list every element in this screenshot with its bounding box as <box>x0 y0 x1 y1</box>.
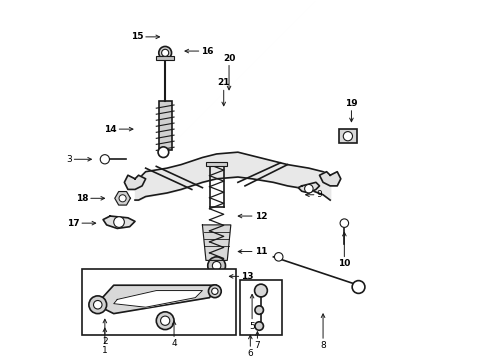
Text: 9: 9 <box>306 190 322 199</box>
Polygon shape <box>114 291 202 307</box>
Text: 11: 11 <box>238 247 267 256</box>
FancyBboxPatch shape <box>339 129 357 143</box>
Bar <box>82 269 236 335</box>
Circle shape <box>208 257 225 275</box>
Polygon shape <box>298 182 319 193</box>
Text: 6: 6 <box>247 335 253 358</box>
Circle shape <box>305 184 313 193</box>
Circle shape <box>94 301 102 309</box>
Circle shape <box>114 217 124 228</box>
Circle shape <box>212 288 218 294</box>
Circle shape <box>255 322 264 330</box>
Polygon shape <box>124 175 146 189</box>
Text: 21: 21 <box>218 78 230 106</box>
Circle shape <box>212 261 221 270</box>
Polygon shape <box>319 172 341 186</box>
Circle shape <box>159 46 171 59</box>
Text: 17: 17 <box>67 219 96 228</box>
Polygon shape <box>115 192 130 205</box>
Circle shape <box>89 296 107 314</box>
Polygon shape <box>96 285 217 314</box>
Circle shape <box>161 316 170 325</box>
Text: 16: 16 <box>185 46 214 55</box>
Polygon shape <box>202 225 231 260</box>
Text: 20: 20 <box>223 54 235 90</box>
Circle shape <box>352 280 365 293</box>
Text: 7: 7 <box>254 332 260 350</box>
Text: 5: 5 <box>249 294 255 330</box>
Circle shape <box>119 195 126 202</box>
Text: 8: 8 <box>320 314 326 350</box>
Text: 12: 12 <box>238 212 267 221</box>
Circle shape <box>255 306 264 314</box>
Circle shape <box>162 49 169 57</box>
Text: 15: 15 <box>130 32 160 41</box>
FancyBboxPatch shape <box>156 56 174 60</box>
Text: 18: 18 <box>75 194 104 203</box>
Text: 1: 1 <box>102 319 108 355</box>
Circle shape <box>255 284 268 297</box>
Bar <box>240 280 282 335</box>
Polygon shape <box>103 216 135 229</box>
Text: 4: 4 <box>171 321 177 348</box>
Text: 13: 13 <box>229 272 254 281</box>
Circle shape <box>156 312 174 330</box>
Circle shape <box>208 285 221 298</box>
FancyBboxPatch shape <box>206 162 227 166</box>
Circle shape <box>340 219 348 228</box>
Circle shape <box>158 147 169 158</box>
FancyBboxPatch shape <box>159 101 171 150</box>
Circle shape <box>343 132 352 141</box>
Circle shape <box>274 253 283 261</box>
Circle shape <box>100 155 109 164</box>
Text: 10: 10 <box>338 232 350 269</box>
Text: 14: 14 <box>104 125 133 134</box>
Text: 2: 2 <box>102 328 108 346</box>
Text: 3: 3 <box>66 155 92 164</box>
Text: 19: 19 <box>345 99 358 122</box>
